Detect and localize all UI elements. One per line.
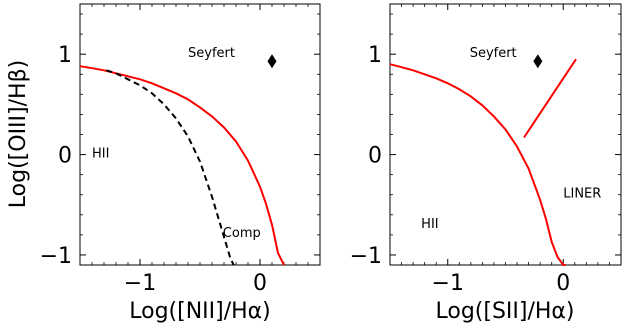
sii-x-axis-label: Log([SII]/Hα) bbox=[435, 299, 574, 324]
nii-x-tick-label: 0 bbox=[253, 271, 267, 296]
sii-region-labels: Seyfert LINER HII bbox=[421, 46, 601, 232]
sii-x-tick-label: 0 bbox=[556, 271, 570, 296]
sii-solid-curve-1 bbox=[523, 58, 577, 139]
sii-diamond-marker bbox=[533, 54, 543, 69]
sii-curves bbox=[389, 58, 577, 266]
sii-points bbox=[533, 54, 543, 69]
nii-region-label: Seyfert bbox=[188, 46, 235, 61]
sii-y-tick-label: 1 bbox=[368, 43, 382, 68]
nii-y-axis-label: Log([OIII]/Hβ) bbox=[6, 60, 31, 208]
nii-x-axis-label: Log([NII]/Hα) bbox=[129, 299, 271, 324]
sii-ticks: −1 0 −1 0 1 bbox=[350, 4, 622, 296]
nii-ticks: −1 0 −1 0 1 bbox=[40, 4, 321, 296]
nii-y-tick-label: 1 bbox=[58, 43, 72, 68]
sii-region-label: Seyfert bbox=[470, 46, 517, 61]
nii-points bbox=[267, 54, 277, 69]
nii-region-label: HII bbox=[92, 147, 109, 162]
sii-panel: −1 0 −1 0 1 Seyfert LINER HII Log([SII]/Hα) bbox=[350, 3, 622, 324]
nii-region-labels: Seyfert HII Comp bbox=[92, 46, 261, 241]
sii-region-label: HII bbox=[421, 217, 438, 232]
sii-solid-curve-0 bbox=[389, 63, 566, 266]
nii-region-label: Comp bbox=[223, 226, 261, 241]
sii-y-tick-label: 0 bbox=[368, 144, 382, 169]
nii-diamond-marker bbox=[267, 54, 277, 69]
nii-panel: −1 0 −1 0 1 Seyfert HII Comp Log([NII]/Hα) Log… bbox=[6, 3, 321, 324]
sii-region-label: LINER bbox=[563, 187, 601, 202]
sii-y-tick-label: −1 bbox=[350, 244, 382, 269]
nii-axes-frame bbox=[79, 3, 321, 266]
nii-y-tick-label: −1 bbox=[40, 244, 72, 269]
nii-x-tick-label: −1 bbox=[124, 271, 156, 296]
nii-y-tick-label: 0 bbox=[58, 144, 72, 169]
sii-x-tick-label: −1 bbox=[432, 271, 464, 296]
nii-dashed-curve-1 bbox=[106, 69, 235, 266]
nii-curves bbox=[79, 65, 285, 266]
